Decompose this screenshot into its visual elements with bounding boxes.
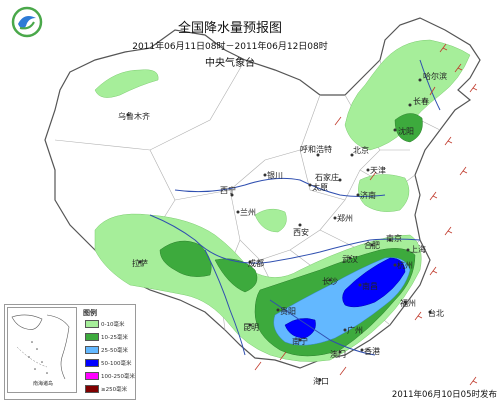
city-tianjin: 天津 (370, 165, 386, 175)
legend-item: ≥250毫米 (85, 385, 127, 393)
city-labels: 哈尔滨 长春 沈阳 呼和浩特 北京 天津 石家庄 太原 济南 银川 西宁 兰州 … (118, 71, 447, 386)
city-shanghai: 上海 (410, 244, 426, 254)
city-guangzhou: 广州 (347, 325, 363, 335)
city-hangzhou: 杭州 (397, 260, 413, 270)
city-urumqi: 乌鲁木齐 (118, 111, 150, 121)
city-chengdu: 成都 (248, 258, 264, 268)
map-title: 全国降水量预报图 (178, 20, 282, 36)
legend-item: 10-25毫米 (85, 333, 128, 341)
cma-logo (11, 6, 43, 38)
rain-50-100 (284, 257, 406, 339)
city-beijing: 北京 (353, 145, 369, 155)
forecast-period: 2011年06月11日08时－2011年06月12日08时 (132, 40, 328, 52)
city-zhengzhou: 郑州 (337, 213, 353, 223)
issuing-agency: 中央气象台 (205, 56, 255, 69)
legend-swatch (85, 385, 99, 393)
legend-item: 25-50毫米 (85, 346, 128, 354)
wind-barbs (254, 43, 478, 386)
city-taibei: 台北 (428, 308, 444, 318)
legend-item: 0-10毫米 (85, 320, 124, 328)
city-lasa: 拉萨 (132, 258, 148, 268)
issue-time: 2011年06月10日05时发布 (392, 389, 497, 400)
city-wuhan: 武汉 (342, 254, 358, 264)
south-china-sea-inset: 南海诸岛 (7, 307, 77, 393)
legend-swatch (85, 372, 99, 380)
legend-swatch (85, 320, 99, 328)
legend-swatch (85, 333, 99, 341)
city-changsha: 长沙 (322, 276, 338, 286)
city-xian: 西安 (293, 227, 309, 237)
city-taiyuan: 太原 (312, 182, 328, 192)
legend-title: 图例 (83, 309, 97, 317)
city-harbin: 哈尔滨 (423, 71, 447, 81)
city-lanzhou: 兰州 (240, 207, 256, 217)
city-jinan: 济南 (360, 190, 376, 200)
city-nanjing: 南京 (386, 233, 402, 243)
legend-item: 50-100毫米 (85, 359, 131, 367)
city-kunming: 昆明 (243, 323, 259, 332)
legend-swatch (85, 346, 99, 354)
inset-label: 南海诸岛 (33, 380, 53, 387)
rivers (149, 59, 441, 356)
city-yinchuan: 银川 (267, 170, 283, 180)
city-fuzhou: 福州 (400, 299, 416, 308)
city-xining: 西宁 (220, 185, 236, 195)
city-changchun: 长春 (413, 96, 429, 106)
city-haikou: 海口 (313, 376, 329, 386)
city-aomen: 澳门 (330, 349, 346, 359)
city-nanning: 南宁 (292, 336, 308, 346)
city-shijiazhuang: 石家庄 (315, 172, 339, 182)
legend-swatch (85, 359, 99, 367)
legend-item: 100-250毫米 (85, 372, 135, 380)
city-xianggang: 香港 (364, 346, 380, 356)
city-nanchang: 南昌 (362, 281, 378, 291)
city-guiyang: 贵阳 (280, 306, 296, 316)
city-shenyang: 沈阳 (398, 126, 414, 136)
city-markers (126, 78, 432, 382)
city-hefei: 合肥 (364, 240, 380, 250)
city-hohhot: 呼和浩特 (300, 144, 332, 154)
legend: 南海诸岛 图例 0-10毫米 10-25毫米 25-50毫米 50-100毫米 … (4, 304, 136, 400)
